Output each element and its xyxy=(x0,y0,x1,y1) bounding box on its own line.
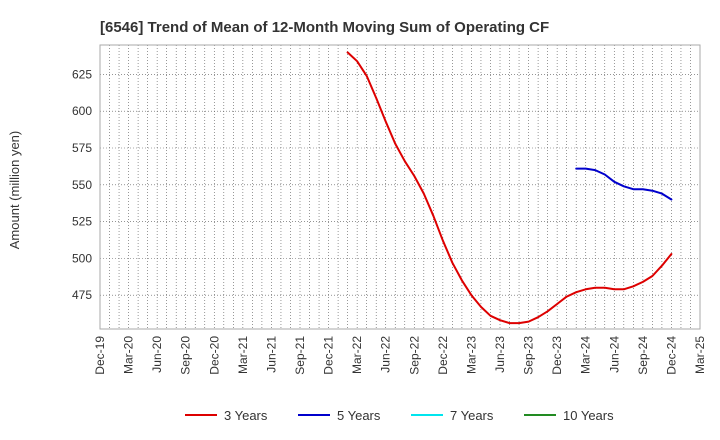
legend-label: 3 Years xyxy=(224,408,268,423)
series-line-3-years xyxy=(346,51,673,325)
x-tick-label: Sep-20 xyxy=(179,336,193,375)
legend-label: 10 Years xyxy=(563,408,614,423)
grid xyxy=(100,45,700,329)
x-tick-label: Dec-20 xyxy=(207,336,221,375)
x-tick-label: Dec-21 xyxy=(322,336,336,375)
y-tick-label: 600 xyxy=(72,104,92,118)
x-tick-label: Mar-24 xyxy=(579,336,593,374)
y-tick-label: 575 xyxy=(72,141,92,155)
y-tick-label: 625 xyxy=(72,67,92,81)
x-tick-label: Jun-20 xyxy=(150,336,164,373)
chart-title: [6546] Trend of Mean of 12-Month Moving … xyxy=(100,19,549,36)
series-line-5-years xyxy=(575,167,673,201)
x-tick-label: Jun-23 xyxy=(493,336,507,373)
x-tick-label: Jun-24 xyxy=(607,336,621,373)
x-tick-label: Mar-25 xyxy=(693,336,707,374)
x-tick-label: Sep-24 xyxy=(636,336,650,375)
x-tick-label: Mar-21 xyxy=(236,336,250,374)
legend-label: 5 Years xyxy=(337,408,381,423)
y-tick-label: 475 xyxy=(72,288,92,302)
series-lines xyxy=(346,51,673,325)
y-tick-label: 550 xyxy=(72,178,92,192)
x-tick-label: Dec-23 xyxy=(550,336,564,375)
x-axis-ticks: Dec-19 Mar-20 Jun-20 Sep-20 Dec-20 Mar-21 Jun-… xyxy=(93,336,707,375)
x-tick-label: Dec-22 xyxy=(436,336,450,375)
plot-frame xyxy=(99,44,701,330)
x-tick-label: Mar-23 xyxy=(464,336,478,374)
x-tick-label: Jun-22 xyxy=(379,336,393,373)
legend: 3 Years 5 Years 7 Years 10 Years xyxy=(185,408,614,423)
x-tick-label: Dec-24 xyxy=(664,336,678,375)
x-tick-label: Jun-21 xyxy=(264,336,278,373)
x-tick-label: Mar-22 xyxy=(350,336,364,374)
x-tick-label: Sep-23 xyxy=(522,336,536,375)
x-tick-label: Mar-20 xyxy=(122,336,136,374)
x-tick-label: Sep-22 xyxy=(407,336,421,375)
y-tick-label: 525 xyxy=(72,215,92,229)
x-tick-label: Sep-21 xyxy=(293,336,307,375)
legend-label: 7 Years xyxy=(450,408,494,423)
y-tick-label: 500 xyxy=(72,251,92,265)
x-tick-label: Dec-19 xyxy=(93,336,107,375)
y-axis-ticks: 475 500 525 550 575 600 625 xyxy=(72,67,92,302)
y-axis-label: Amount (million yen) xyxy=(7,131,22,250)
